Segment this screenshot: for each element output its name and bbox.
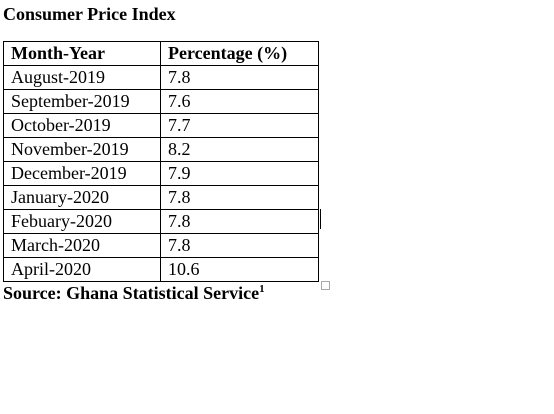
doc-title: Consumer Price Index xyxy=(3,4,176,24)
source-text: Source: Ghana Statistical Service xyxy=(3,283,260,303)
table-row: January-2020 7.8 xyxy=(3,185,319,210)
table-row: April-2020 10.6 xyxy=(3,257,319,282)
table-row: November-2019 8.2 xyxy=(3,137,319,162)
source-note: Source: Ghana Statistical Service1 xyxy=(3,283,265,304)
table-cell: 8.2 xyxy=(160,137,319,162)
table-cell: 7.7 xyxy=(160,113,319,138)
table-cell: 7.8 xyxy=(160,209,319,234)
table-cell: August-2019 xyxy=(3,65,161,90)
table-body: August-2019 7.8 September-2019 7.6 October-2… xyxy=(3,65,319,282)
table-cell: Febuary-2020 xyxy=(3,209,161,234)
table-row: December-2019 7.9 xyxy=(3,161,319,186)
table-row: Febuary-2020 7.8 xyxy=(3,209,319,234)
table-cell: 7.8 xyxy=(160,185,319,210)
table-row: September-2019 7.6 xyxy=(3,89,319,114)
table-row: October-2019 7.7 xyxy=(3,113,319,138)
cpi-table: Month-Year Percentage (%) August-2019 7.8 S… xyxy=(3,41,319,282)
table-row: August-2019 7.8 xyxy=(3,65,319,90)
header-row: Month-Year Percentage (%) xyxy=(3,41,319,66)
footnote-mark: 1 xyxy=(259,283,265,295)
table-cell: November-2019 xyxy=(3,137,161,162)
table-cell: March-2020 xyxy=(3,233,161,258)
table-cell: April-2020 xyxy=(3,257,161,282)
table-cell: 7.8 xyxy=(160,233,319,258)
table-row: March-2020 7.8 xyxy=(3,233,319,258)
table-cell: October-2019 xyxy=(3,113,161,138)
table-cell: December-2019 xyxy=(3,161,161,186)
table-cell: January-2020 xyxy=(3,185,161,210)
table-cell: September-2019 xyxy=(3,89,161,114)
table-cell: 7.6 xyxy=(160,89,319,114)
table-cell: 10.6 xyxy=(160,257,319,282)
header-cell: Percentage (%) xyxy=(160,41,319,66)
header-cell: Month-Year xyxy=(3,41,161,66)
table-cell: 7.9 xyxy=(160,161,319,186)
table-handle xyxy=(321,281,330,290)
text-cursor xyxy=(320,209,321,229)
table-cell: 7.8 xyxy=(160,65,319,90)
